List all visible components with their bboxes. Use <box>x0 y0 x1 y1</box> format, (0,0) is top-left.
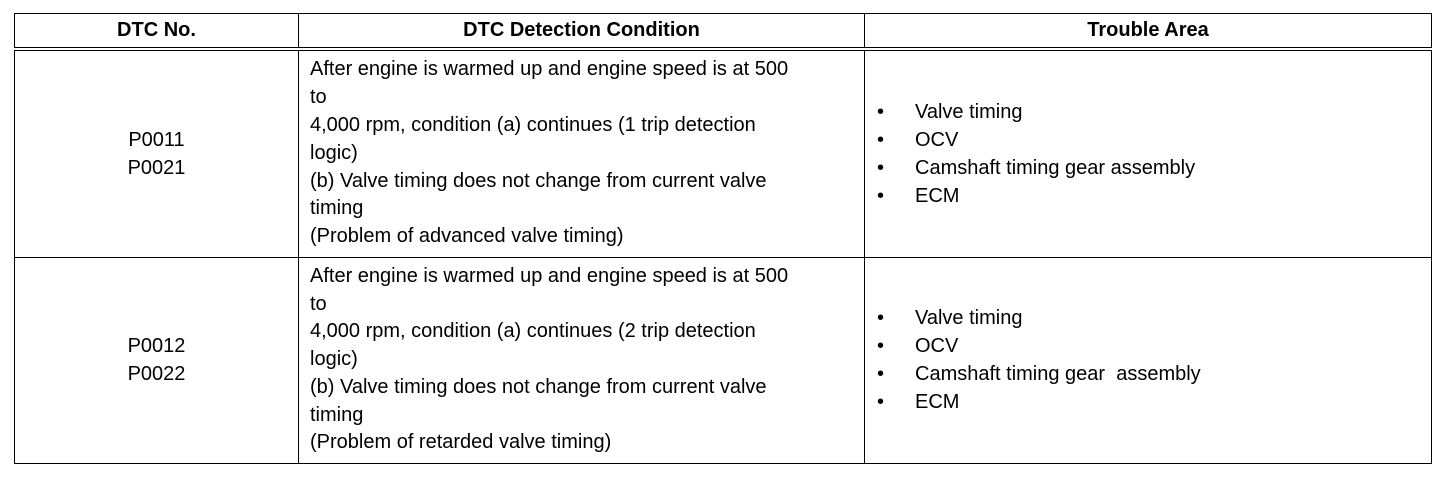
dtc-code: P0021 <box>127 156 186 179</box>
trouble-area-cell: Valve timingOCVCamshaft timing gear asse… <box>864 256 1432 464</box>
condition-cell: After engine is warmed up and engine spe… <box>298 256 865 464</box>
condition-line: 4,000 rpm, condition (a) continues (1 tr… <box>310 114 756 137</box>
trouble-area-item: Camshaft timing gear assembly <box>865 360 1431 388</box>
dtc-table-wrap: DTC No. DTC Detection Condition Trouble Ar… <box>14 13 1432 464</box>
trouble-area-item: Valve timing <box>865 304 1431 332</box>
trouble-area-item: OCV <box>865 126 1431 154</box>
condition-line: logic) <box>310 348 358 371</box>
trouble-area-item: ECM <box>865 388 1431 416</box>
dtc-code: P0022 <box>127 363 186 385</box>
header-cell: DTC No. <box>14 13 299 51</box>
table-body: P0011 P0021 After engine is warmed up and … <box>14 48 1432 464</box>
condition-line: to <box>310 292 327 315</box>
trouble-area-item: OCV <box>865 332 1431 360</box>
header-cell: DTC Detection Condition <box>298 13 865 51</box>
trouble-area-item: Valve timing <box>865 98 1431 126</box>
dtc-code-cell: P0012 P0022 <box>14 256 299 464</box>
trouble-area-list: Valve timingOCVCamshaft timing gear asse… <box>865 304 1431 416</box>
condition-line: timing <box>310 197 364 220</box>
condition-line: to <box>310 86 327 109</box>
trouble-area-cell: Valve timingOCVCamshaft timing gear asse… <box>864 48 1432 258</box>
dtc-code: P0012 <box>127 335 186 357</box>
condition-cell: After engine is warmed up and engine spe… <box>298 48 865 258</box>
condition-line: (b) Valve timing does not change from cu… <box>310 169 767 192</box>
table-row: P0011 P0021 After engine is warmed up and … <box>14 48 1432 258</box>
trouble-area-item: ECM <box>865 182 1431 210</box>
dtc-table: DTC No. DTC Detection Condition Trouble Ar… <box>14 13 1432 464</box>
condition-line: 4,000 rpm, condition (a) continues (2 tr… <box>310 320 756 343</box>
condition-line: (b) Valve timing does not change from cu… <box>310 375 767 398</box>
condition-line: After engine is warmed up and engine spe… <box>310 58 789 81</box>
condition-line: (Problem of advanced valve timing) <box>310 225 624 248</box>
dtc-code-cell: P0011 P0021 <box>14 48 299 258</box>
condition-line: timing <box>310 403 364 426</box>
trouble-area-list: Valve timingOCVCamshaft timing gear asse… <box>865 98 1431 210</box>
trouble-area-item: Camshaft timing gear assembly <box>865 154 1431 182</box>
header-cell: Trouble Area <box>864 13 1432 51</box>
condition-line: logic) <box>310 141 358 164</box>
condition-line: (Problem of retarded valve timing) <box>310 431 612 454</box>
dtc-code: P0011 <box>128 128 185 151</box>
condition-line: After engine is warmed up and engine spe… <box>310 264 789 287</box>
header-row: DTC No. DTC Detection Condition Trouble Ar… <box>14 13 1432 51</box>
table-row: P0012 P0022 After engine is warmed up and … <box>14 256 1432 464</box>
